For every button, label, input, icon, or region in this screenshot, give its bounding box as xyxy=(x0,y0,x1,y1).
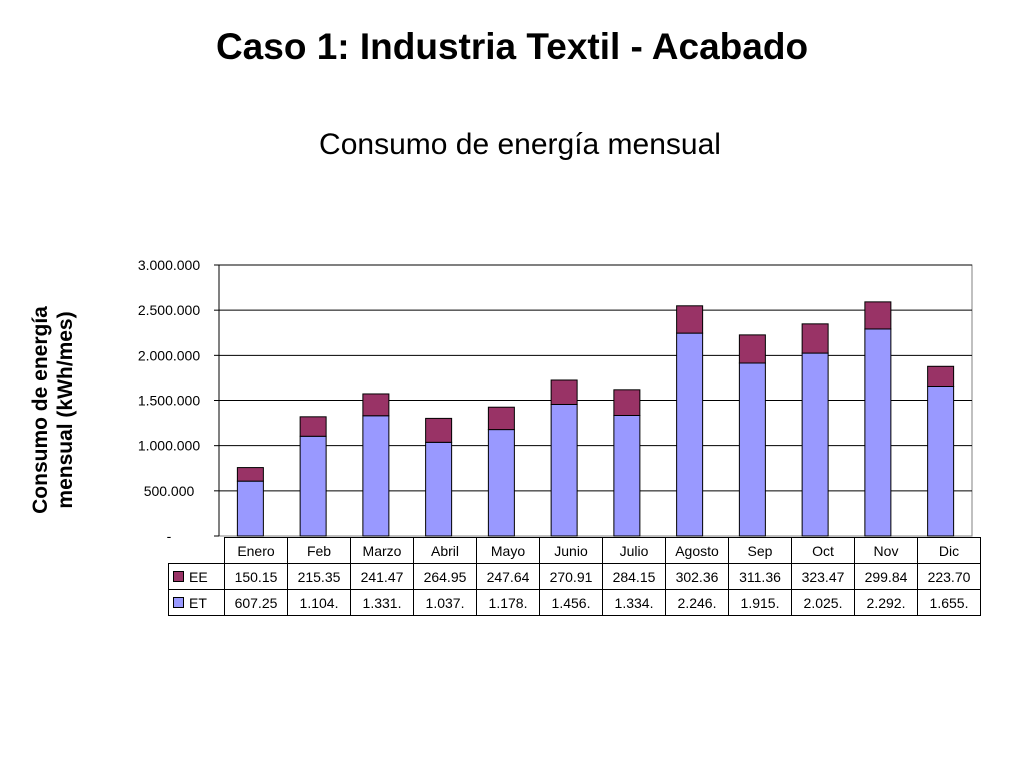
y-tick-label: - xyxy=(167,528,172,544)
data-label: 299.84 xyxy=(854,563,918,590)
bar-ee xyxy=(864,301,892,330)
y-tick-label: 3.000.000 xyxy=(138,257,200,273)
bar-ee xyxy=(738,334,766,364)
bar-et xyxy=(613,414,641,537)
y-tick-label: 1.500.000 xyxy=(138,393,200,409)
category-row: Enero Feb Marzo Abril Mayo Junio Julio Agosto Se… xyxy=(169,537,981,564)
table-corner xyxy=(169,538,225,564)
data-label: 607.25 xyxy=(224,589,288,616)
bar-et xyxy=(487,429,515,537)
data-label: 1.334. xyxy=(602,589,666,616)
bar-ee xyxy=(801,323,829,354)
table-row: EE 150.15 215.35 241.47 264.95 247.64 270.91 2… xyxy=(168,563,981,590)
data-label: 284.15 xyxy=(602,563,666,590)
category-label: Julio xyxy=(602,537,666,564)
data-table: Enero Feb Marzo Abril Mayo Junio Julio Agosto Se… xyxy=(168,537,981,616)
bar-et xyxy=(738,362,766,537)
category-label: Feb xyxy=(287,537,351,564)
bar-ee xyxy=(236,467,264,482)
grid-lines xyxy=(214,264,973,537)
legend-swatch-et xyxy=(173,597,184,609)
data-label: 1.331. xyxy=(350,589,414,616)
legend-label: EE xyxy=(189,568,208,585)
bar-et xyxy=(299,435,327,537)
legend-entry-et: ET xyxy=(168,589,225,616)
bar-et xyxy=(550,403,578,537)
table-row: ET 607.25 1.104. 1.331. 1.037. 1.178. 1.456. 1… xyxy=(168,589,981,616)
data-label: 1.037. xyxy=(413,589,477,616)
data-label: 264.95 xyxy=(413,563,477,590)
category-label: Nov xyxy=(854,537,918,564)
data-label: 1.104. xyxy=(287,589,351,616)
data-label: 150.15 xyxy=(224,563,288,590)
bar-et xyxy=(864,328,892,537)
bar-et xyxy=(676,332,704,537)
data-label: 247.64 xyxy=(476,563,540,590)
data-label: 323.47 xyxy=(791,563,855,590)
category-label: Abril xyxy=(413,537,477,564)
bar-ee xyxy=(487,406,515,431)
data-label: 1.178. xyxy=(476,589,540,616)
bar-ee xyxy=(362,393,390,417)
data-label: 223.70 xyxy=(917,563,981,590)
bar-et xyxy=(236,480,264,537)
data-label: 1.915. xyxy=(728,589,792,616)
legend-entry-ee: EE xyxy=(168,563,225,590)
data-label: 215.35 xyxy=(287,563,351,590)
category-label: Agosto xyxy=(665,537,729,564)
bar-ee xyxy=(927,365,955,387)
y-tick-label: 2.500.000 xyxy=(138,302,200,318)
y-tick-label: 500.000 xyxy=(144,483,195,499)
data-label: 270.91 xyxy=(539,563,603,590)
bar-et xyxy=(927,385,955,537)
category-label: Mayo xyxy=(476,537,540,564)
data-label: 1.655. xyxy=(917,589,981,616)
bar-et xyxy=(801,352,829,537)
legend-swatch-ee xyxy=(173,571,184,583)
bar-ee xyxy=(425,417,453,443)
y-axis-ticks: - 500.000 1.000.000 1.500.000 2.000.000 2.500… xyxy=(138,257,200,544)
data-label: 302.36 xyxy=(665,563,729,590)
category-label: Dic xyxy=(917,537,981,564)
data-label: 2.292. xyxy=(854,589,918,616)
y-tick-label: 1.000.000 xyxy=(138,438,200,454)
legend-label: ET xyxy=(189,594,207,611)
chart-title: Consumo de energía mensual xyxy=(319,128,721,161)
bar-ee xyxy=(676,305,704,334)
category-label: Sep xyxy=(728,537,792,564)
data-label: 2.025. xyxy=(791,589,855,616)
category-label: Junio xyxy=(539,537,603,564)
bar-ee xyxy=(550,379,578,405)
data-label: 1.456. xyxy=(539,589,603,616)
bar-ee xyxy=(299,416,327,437)
data-label: 311.36 xyxy=(728,563,792,590)
category-label: Enero xyxy=(224,537,288,564)
category-label: Marzo xyxy=(350,537,414,564)
data-label: 2.246. xyxy=(665,589,729,616)
y-tick-label: 2.000.000 xyxy=(138,347,200,363)
slide-title: Caso 1: Industria Textil - Acabado xyxy=(215,26,809,67)
bar-et xyxy=(425,441,453,537)
bar-et xyxy=(362,415,390,537)
data-label: 241.47 xyxy=(350,563,414,590)
category-label: Oct xyxy=(791,537,855,564)
bars xyxy=(236,301,955,537)
bar-ee xyxy=(613,389,641,416)
